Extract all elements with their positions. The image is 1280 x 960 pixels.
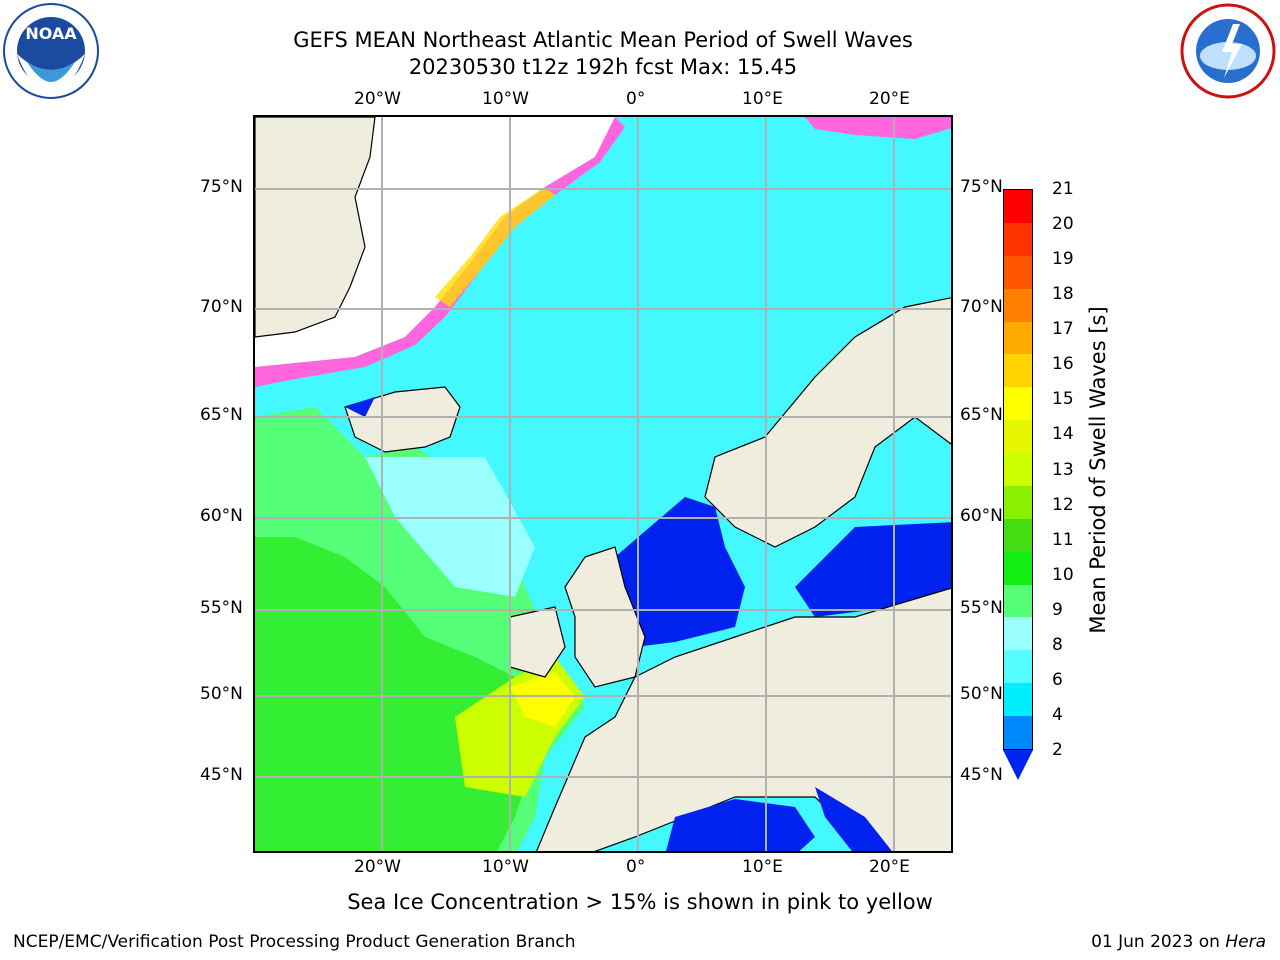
lon-label-bottom: 20°E [869,857,910,877]
lat-label-left: 55°N [200,598,243,618]
colorbar-segment [1004,387,1032,421]
sea-ice-note: Sea Ice Concentration > 15% is shown in … [347,890,933,914]
date-text: 01 Jun 2023 on Hera [1091,932,1266,952]
lat-label-right: 60°N [960,506,1003,526]
colorbar-segment [1004,321,1032,355]
lon-label-bottom: 0° [626,857,646,877]
colorbar-segment [1004,617,1032,651]
lat-label-left: 45°N [200,765,243,785]
swell-period-map [253,115,953,853]
lat-label-right: 65°N [960,405,1003,425]
lat-label-left: 75°N [200,177,243,197]
lat-label-left: 65°N [200,405,243,425]
colorbar-tick-label: 13 [1052,459,1074,480]
lon-label-top: 0° [626,89,646,109]
colorbar-tick-label: 19 [1052,249,1074,270]
lon-label-top: 10°W [482,89,529,109]
colorbar-tick-label: 14 [1052,424,1074,445]
colorbar-tick-label: 6 [1052,669,1063,690]
colorbar-tick-label: 4 [1052,704,1063,725]
lat-label-right: 70°N [960,297,1003,317]
lon-label-bottom: 10°E [742,857,783,877]
lat-label-right: 45°N [960,765,1003,785]
colorbar-tick-label: 11 [1052,529,1074,550]
colorbar-segment [1004,650,1032,684]
colorbar-segment [1004,354,1032,388]
colorbar-segment [1004,518,1032,552]
lat-label-left: 50°N [200,684,243,704]
lon-label-bottom: 20°W [354,857,401,877]
colorbar-segment [1004,485,1032,519]
lon-label-top: 20°E [869,89,910,109]
nws-logo [1178,2,1278,100]
lat-label-right: 50°N [960,684,1003,704]
chart-subtitle: 20230530 t12z 192h fcst Max: 15.45 [408,55,798,79]
svg-text:NOAA: NOAA [25,24,77,43]
lon-label-top: 10°E [742,89,783,109]
colorbar-segment [1004,551,1032,585]
lat-label-right: 55°N [960,598,1003,618]
lat-label-right: 75°N [960,177,1003,197]
colorbar-segment [1004,288,1032,322]
colorbar-segment [1004,222,1032,256]
colorbar-segment [1004,420,1032,453]
lon-label-top: 20°W [354,89,401,109]
colorbar-tick-label: 17 [1052,319,1074,340]
colorbar-segment [1004,453,1032,486]
colorbar-segment [1004,683,1032,716]
lat-label-left: 60°N [200,506,243,526]
colorbar-tick-label: 16 [1052,354,1074,375]
colorbar-segment [1004,716,1032,749]
colorbar-tick-label: 2 [1052,740,1063,760]
colorbar-segment [1004,190,1032,223]
colorbar-tick-label: 20 [1052,214,1074,235]
colorbar-tick-label: 18 [1052,284,1074,305]
noaa-logo: NOAA [2,2,100,100]
lon-label-bottom: 10°W [482,857,529,877]
colorbar-tick-label: 15 [1052,389,1074,410]
colorbar-extend-arrow [1003,750,1033,780]
colorbar-tick-label: 10 [1052,564,1074,585]
colorbar-tick-label: 12 [1052,494,1074,515]
credit-text: NCEP/EMC/Verification Post Processing Pr… [13,932,576,952]
colorbar-tick-label: 8 [1052,634,1063,655]
colorbar-tick-label: 21 [1052,179,1074,199]
colorbar-title: Mean Period of Swell Waves [s] [1086,306,1110,634]
colorbar-segment [1004,584,1032,618]
chart-title: GEFS MEAN Northeast Atlantic Mean Period… [293,28,913,52]
colorbar-tick-label: 9 [1052,599,1063,620]
lat-label-left: 70°N [200,297,243,317]
colorbar-segment [1004,255,1032,289]
date-prefix: 01 Jun 2023 on [1091,932,1226,952]
date-host: Hera [1225,932,1266,952]
colorbar [1003,189,1033,750]
